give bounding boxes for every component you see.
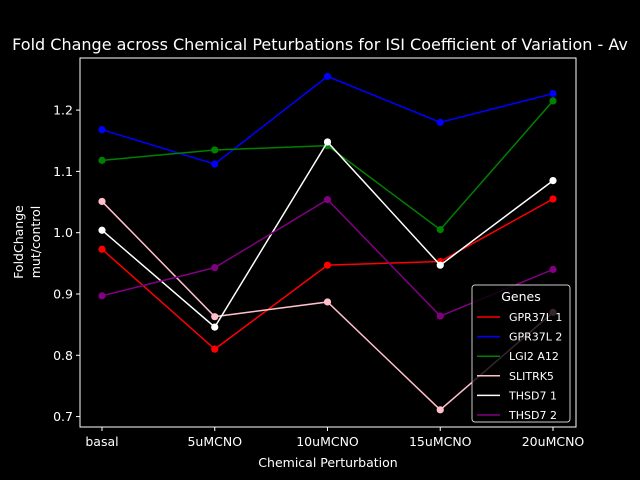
data-point bbox=[211, 313, 219, 321]
data-point bbox=[98, 197, 106, 206]
legend-item: THSD7 2 bbox=[477, 409, 557, 422]
x-tick-label: 5uMCNO bbox=[187, 434, 242, 449]
data-point bbox=[436, 312, 444, 320]
legend-label: THSD7 1 bbox=[508, 389, 557, 402]
x-axis-label: Chemical Perturbation bbox=[258, 455, 397, 470]
data-point bbox=[436, 406, 444, 414]
y-tick-label: 0.8 bbox=[53, 348, 73, 363]
y-tick-label: 0.7 bbox=[53, 409, 73, 424]
data-point bbox=[549, 176, 557, 185]
data-point bbox=[98, 126, 106, 134]
data-point bbox=[211, 146, 219, 154]
legend-item: GPR37L 1 bbox=[477, 311, 562, 324]
x-tick-label: basal bbox=[85, 434, 118, 449]
series-gpr37l-1 bbox=[98, 195, 557, 353]
data-point bbox=[323, 72, 332, 80]
legend: Genes GPR37L 1 GPR37L 2 LGI2 A12 SLITRK5 THS… bbox=[471, 284, 571, 423]
legend-item: GPR37L 2 bbox=[477, 331, 562, 344]
y-axis-label-line-1: FoldChange bbox=[11, 205, 26, 279]
y-axis: 0.7 0.8 0.9 1.0 1.1 1.2 bbox=[53, 103, 80, 424]
data-point bbox=[436, 261, 444, 269]
data-point bbox=[323, 261, 332, 269]
x-tick-label: 15uMCNO bbox=[409, 434, 472, 449]
legend-box bbox=[471, 284, 571, 423]
legend-item: THSD7 1 bbox=[477, 389, 557, 402]
y-tick-label: 1.1 bbox=[53, 164, 73, 179]
data-point bbox=[323, 195, 332, 204]
data-point bbox=[436, 226, 444, 234]
data-point bbox=[549, 89, 557, 98]
data-point bbox=[98, 292, 106, 300]
y-axis-label: FoldChange mut/control bbox=[11, 205, 43, 279]
data-point bbox=[98, 245, 106, 253]
data-point bbox=[549, 195, 557, 203]
data-point bbox=[211, 264, 219, 272]
data-point bbox=[549, 265, 557, 274]
data-point bbox=[211, 345, 219, 353]
chart-title: Fold Change across Chemical Peturbations… bbox=[12, 35, 628, 54]
y-tick-label: 1.0 bbox=[53, 225, 73, 240]
x-tick-label: 10uMCNO bbox=[296, 434, 359, 449]
data-point bbox=[323, 138, 332, 146]
legend-label: GPR37L 2 bbox=[509, 331, 562, 344]
data-point bbox=[98, 226, 106, 234]
series-gpr37l-2 bbox=[98, 72, 557, 168]
data-point bbox=[211, 160, 219, 168]
legend-item: LGI2 A12 bbox=[477, 350, 559, 363]
data-point bbox=[436, 118, 444, 126]
legend-title: Genes bbox=[501, 289, 541, 304]
legend-label: GPR37L 1 bbox=[509, 311, 562, 324]
x-axis: basal 5uMCNO 10uMCNO 15uMCNO 20uMCNO bbox=[85, 427, 584, 449]
data-point bbox=[98, 156, 106, 164]
legend-label: THSD7 2 bbox=[508, 409, 557, 422]
series-thsd7-1 bbox=[98, 138, 557, 331]
legend-label: SLITRK5 bbox=[509, 370, 554, 383]
data-point bbox=[549, 97, 557, 105]
data-point bbox=[211, 323, 219, 331]
y-axis-label-line-2: mut/control bbox=[28, 206, 43, 279]
data-point bbox=[323, 298, 332, 306]
y-tick-label: 1.2 bbox=[53, 103, 73, 118]
y-tick-label: 0.9 bbox=[53, 286, 73, 301]
x-tick-label: 20uMCNO bbox=[522, 434, 585, 449]
legend-item: SLITRK5 bbox=[477, 370, 554, 383]
legend-label: LGI2 A12 bbox=[509, 350, 559, 363]
